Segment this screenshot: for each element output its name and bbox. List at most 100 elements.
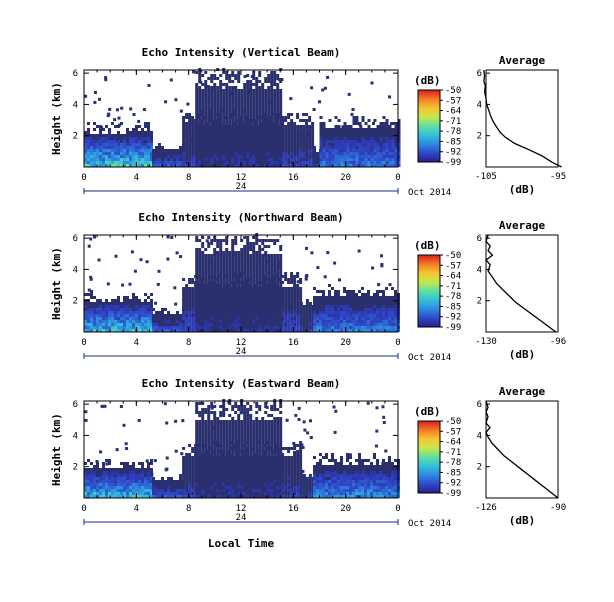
heatmap-cell: [284, 119, 287, 122]
heatmap-cell: [210, 296, 213, 299]
heatmap-cell: [273, 326, 276, 329]
heatmap-cell: [279, 302, 282, 305]
heatmap-cell: [296, 158, 299, 161]
heatmap-cell: [246, 239, 249, 242]
heatmap-cell: [138, 146, 141, 149]
heatmap-cell: [167, 320, 170, 323]
heatmap-cell: [204, 281, 207, 284]
heatmap-cell: [231, 113, 234, 116]
heatmap-cell: [324, 87, 327, 90]
x-tick-label: 8: [186, 338, 191, 348]
heatmap-cell: [267, 275, 270, 278]
heatmap-cell: [164, 149, 167, 152]
heatmap-cell: [273, 113, 276, 116]
heatmap-cell: [261, 239, 264, 242]
heatmap-cell: [231, 134, 234, 137]
heatmap-cell: [207, 113, 210, 116]
heatmap-cell: [204, 143, 207, 146]
heatmap-cell: [270, 77, 273, 80]
heatmap-cell: [204, 158, 207, 161]
heatmap-cell: [195, 89, 198, 92]
heatmap-cell: [195, 83, 198, 86]
heatmap-cell: [258, 74, 261, 77]
heatmap-cell: [228, 125, 231, 128]
heatmap-cell: [261, 104, 264, 107]
heatmap-cell: [255, 107, 258, 110]
heatmap-cell: [377, 152, 380, 155]
heatmap-cell: [180, 110, 183, 113]
heatmap-cell: [258, 161, 261, 164]
heatmap-cell: [258, 290, 261, 293]
heatmap: [84, 233, 400, 332]
heatmap-cell: [88, 245, 91, 248]
heatmap-cell: [361, 296, 364, 299]
heatmap-cell: [267, 122, 270, 125]
heatmap-cell: [373, 323, 376, 326]
heatmap-cell: [228, 110, 231, 113]
heatmap-cell: [323, 140, 326, 143]
heatmap-cell: [249, 110, 252, 113]
heatmap-cell: [198, 155, 201, 158]
heatmap-cell: [249, 293, 252, 296]
heatmap-cell: [273, 110, 276, 113]
heatmap-cell: [287, 134, 290, 137]
heatmap-cell: [243, 236, 246, 239]
heatmap-cell: [343, 305, 346, 308]
heatmap-cell: [338, 140, 341, 143]
heatmap-cell: [213, 323, 216, 326]
heatmap-cell: [240, 92, 243, 95]
heatmap-cell: [210, 137, 213, 140]
heatmap-cell: [276, 134, 279, 137]
heatmap-cell: [231, 248, 234, 251]
heatmap-cell: [201, 74, 204, 77]
heatmap-cell: [228, 143, 231, 146]
heatmap-cell: [264, 134, 267, 137]
heatmap-cell: [305, 140, 308, 143]
heatmap-cell: [279, 261, 282, 264]
heatmap-cell: [308, 125, 311, 128]
heatmap-cell: [135, 134, 138, 137]
heatmap-cell: [93, 314, 96, 317]
heatmap-cell: [287, 314, 290, 317]
heatmap-cell: [115, 255, 118, 258]
heatmap-cell: [276, 158, 279, 161]
heatmap-cell: [267, 119, 270, 122]
heatmap-cell: [204, 137, 207, 140]
heatmap-cell: [359, 134, 362, 137]
heatmap-cell: [267, 95, 270, 98]
heatmap-cell: [270, 311, 273, 314]
heatmap-cell: [334, 320, 337, 323]
heatmap-cell: [240, 158, 243, 161]
heatmap-cell: [210, 86, 213, 89]
heatmap-cell: [376, 296, 379, 299]
heatmap-cell: [279, 314, 282, 317]
heatmap-cell: [188, 293, 191, 296]
heatmap-cell: [279, 296, 282, 299]
heatmap-cell: [93, 149, 96, 152]
heatmap-cell: [356, 149, 359, 152]
heatmap-cell: [243, 122, 246, 125]
heatmap-cell: [147, 149, 150, 152]
heatmap-cell: [173, 149, 176, 152]
heatmap-cell: [322, 308, 325, 311]
heatmap-cell: [222, 155, 225, 158]
heatmap-cell: [234, 161, 237, 164]
heatmap-cell: [358, 326, 361, 329]
heatmap-cell: [150, 305, 153, 308]
heatmap-cell: [123, 161, 126, 164]
heatmap-cell: [141, 308, 144, 311]
heatmap-cell: [129, 131, 132, 134]
heatmap-cell: [96, 146, 99, 149]
heatmap-cell: [120, 317, 123, 320]
heatmap-cell: [228, 302, 231, 305]
heatmap-cell: [225, 92, 228, 95]
heatmap-cell: [117, 299, 120, 302]
heatmap-cell: [326, 251, 329, 254]
heatmap-cell: [228, 122, 231, 125]
heatmap-cell: [276, 119, 279, 122]
heatmap-cell: [237, 314, 240, 317]
heatmap-cell: [279, 143, 282, 146]
heatmap-cell: [216, 119, 219, 122]
heatmap-cell: [355, 314, 358, 317]
heatmap-cell: [323, 146, 326, 149]
